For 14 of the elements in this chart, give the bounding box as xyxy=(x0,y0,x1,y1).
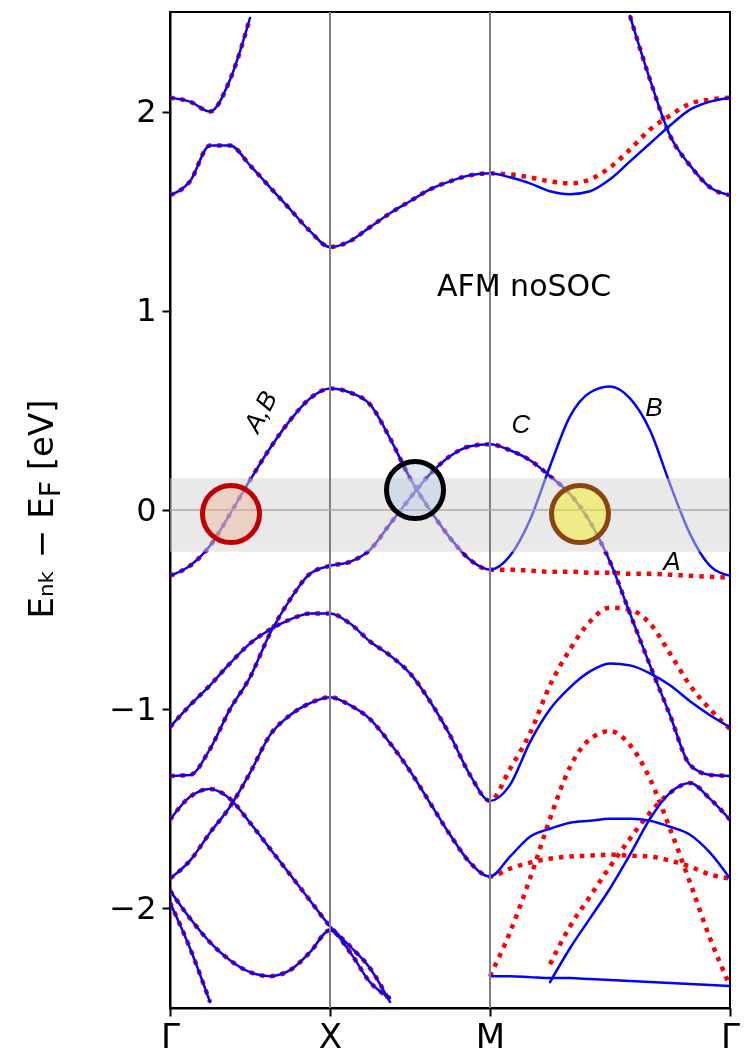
y-tick-label: 2 xyxy=(136,92,157,131)
y-tick-label: −1 xyxy=(109,689,157,728)
x-tick-label: Γ xyxy=(721,1015,741,1056)
annotation: C xyxy=(511,409,531,439)
y-tick-label: −2 xyxy=(109,888,157,927)
x-tick-label: X xyxy=(318,1015,343,1056)
annotation: B xyxy=(645,392,663,422)
y-tick-label: 0 xyxy=(136,490,157,529)
y-tick-label: 1 xyxy=(136,291,157,330)
x-tick-label: M xyxy=(475,1015,506,1056)
x-tick-label: Γ xyxy=(161,1015,181,1056)
annotation: A xyxy=(661,546,681,576)
annotation: A,B xyxy=(236,385,284,439)
annotation: AFM noSOC xyxy=(436,268,612,303)
